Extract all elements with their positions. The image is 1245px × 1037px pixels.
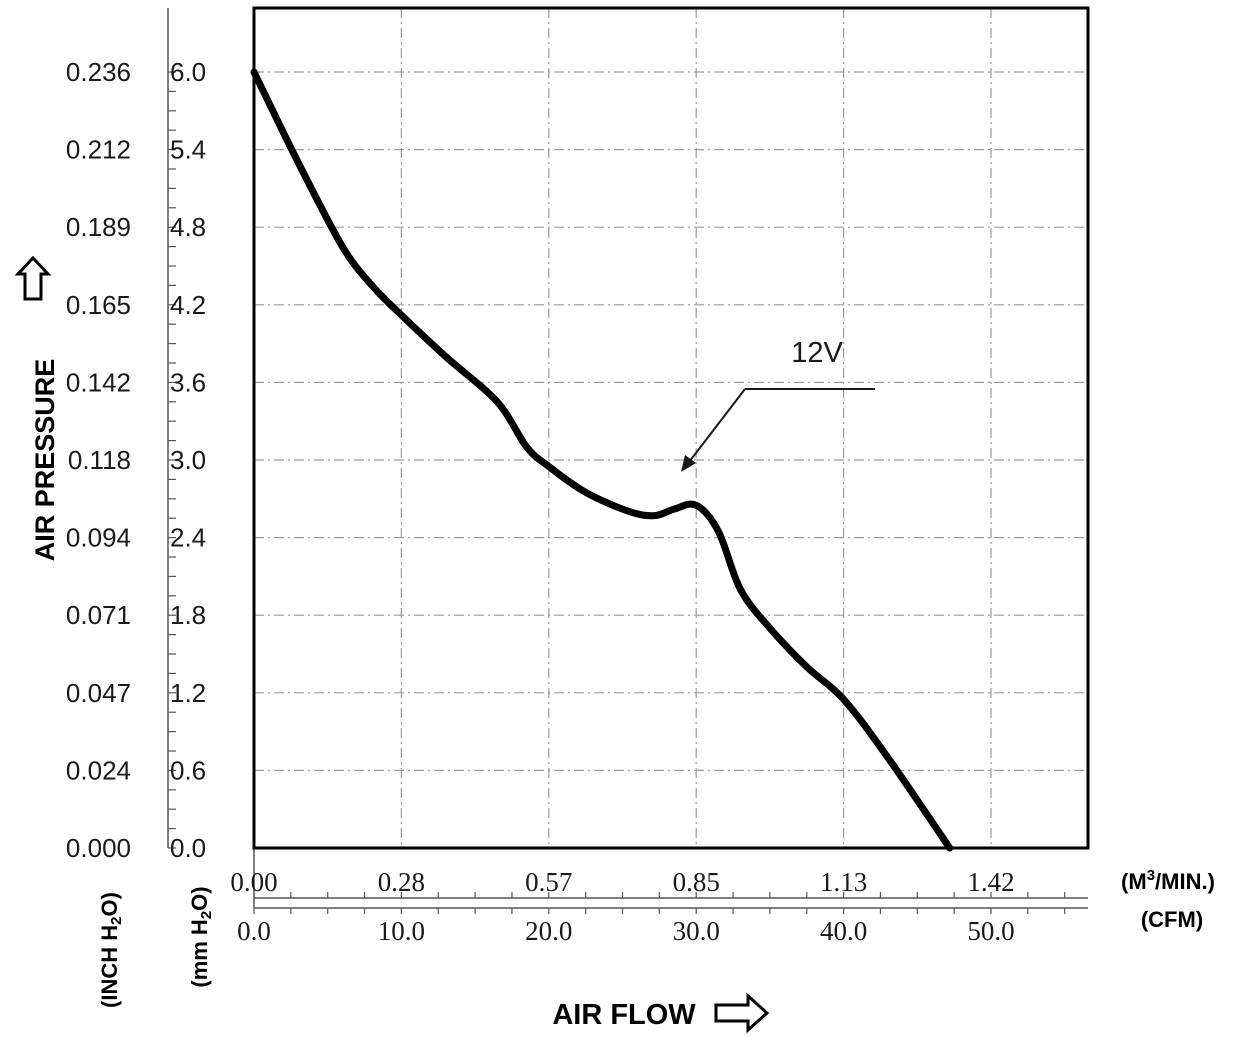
y-tick-label-inch: 0.142 — [66, 367, 131, 397]
y-tick-label-mm: 5.4 — [170, 135, 206, 165]
x-tick-labels-cfm: 0.0 10.0 20.0 30.0 40.0 50.0 — [237, 916, 1015, 946]
y-tick-labels-inch: 0.000 0.024 0.047 0.071 0.094 0.118 0.142 0.165… — [66, 57, 131, 863]
y-tick-label-inch: 0.047 — [66, 678, 131, 708]
y-axis-arrow-icon — [14, 255, 52, 301]
annotation-12v: 12V — [791, 337, 843, 369]
x-tick-label-m3: 0.85 — [673, 867, 720, 897]
y-tick-label-inch: 0.212 — [66, 135, 131, 165]
x-unit-m3: (M3/MIN.) — [1121, 867, 1215, 894]
x-tick-label-m3: 1.13 — [820, 867, 867, 897]
y-tick-label-mm: 1.8 — [170, 600, 206, 630]
tick-marks — [167, 8, 1088, 914]
y-tick-label-inch: 0.118 — [68, 445, 131, 475]
x-axis-title: AIR FLOW — [552, 999, 696, 1031]
y-tick-label-inch: 0.024 — [66, 755, 131, 785]
plot-frame — [252, 6, 1090, 850]
y-unit-mm: (mm H2O) — [187, 886, 215, 987]
annotation-arrow — [681, 388, 875, 472]
y-tick-label-mm: 6.0 — [170, 57, 206, 87]
y-tick-label-mm: 0.0 — [170, 833, 206, 863]
y-tick-label-mm: 1.2 — [170, 678, 206, 708]
series-12v-line — [250, 68, 954, 852]
x-unit-cfm: (CFM) — [1141, 907, 1203, 932]
x-tick-label-cfm: 0.0 — [237, 916, 271, 946]
y-tick-label-mm: 3.0 — [170, 445, 206, 475]
x-tick-label-cfm: 20.0 — [525, 916, 572, 946]
y-unit-inch: (INCH H2O) — [97, 892, 125, 1008]
y-tick-label-inch: 0.071 — [66, 600, 131, 630]
x-tick-label-m3: 1.42 — [967, 867, 1014, 897]
y-tick-labels-mm: 0.0 0.6 1.2 1.8 2.4 3.0 3.6 4.2 4.8 5.4 6.0 — [170, 57, 206, 863]
y-tick-label-inch: 0.000 — [66, 833, 131, 863]
x-tick-label-m3: 0.28 — [378, 867, 425, 897]
y-tick-label-mm: 4.8 — [170, 212, 206, 242]
x-tick-label-cfm: 50.0 — [967, 916, 1014, 946]
x-tick-label-m3: 0.00 — [230, 867, 277, 897]
x-tick-label-cfm: 10.0 — [378, 916, 425, 946]
y-tick-label-inch: 0.189 — [66, 212, 131, 242]
x-tick-label-m3: 0.57 — [525, 867, 572, 897]
y-tick-label-inch: 0.236 — [66, 57, 131, 87]
y-tick-label-mm: 0.6 — [170, 755, 206, 785]
grid-lines — [254, 8, 1088, 848]
x-tick-label-cfm: 40.0 — [820, 916, 867, 946]
y-tick-label-mm: 2.4 — [170, 523, 206, 553]
x-tick-label-cfm: 30.0 — [673, 916, 720, 946]
y-tick-label-inch: 0.165 — [66, 290, 131, 320]
x-axis-arrow-icon — [714, 992, 770, 1034]
y-tick-label-mm: 4.2 — [170, 290, 206, 320]
y-tick-label-mm: 3.6 — [170, 367, 206, 397]
x-tick-labels-m3: 0.00 0.28 0.57 0.85 1.13 1.42 — [230, 867, 1014, 897]
y-tick-label-inch: 0.094 — [66, 523, 131, 553]
y-axis-title: AIR PRESSURE — [30, 359, 60, 562]
